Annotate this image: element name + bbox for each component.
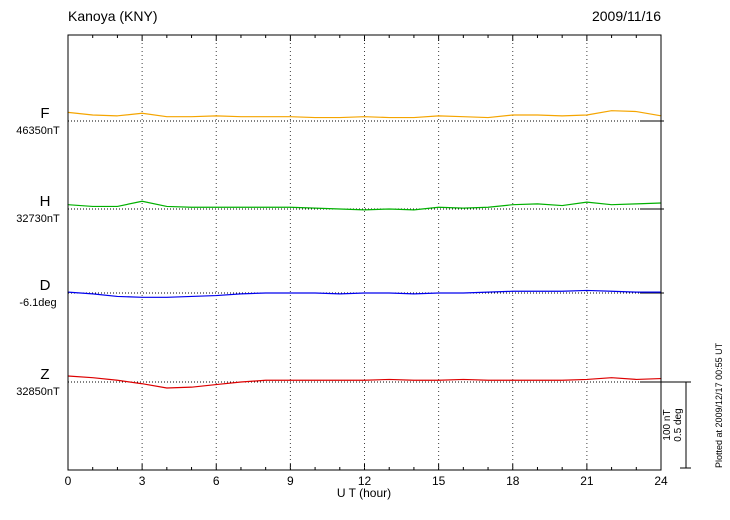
trace-D	[67, 289, 662, 298]
x-tick-label: 15	[432, 474, 446, 488]
x-tick-label: 24	[654, 474, 668, 488]
x-tick-label: 3	[139, 474, 146, 488]
scale-bar-nt-label: 100 nT	[662, 409, 673, 440]
x-tick-label: 0	[65, 474, 72, 488]
label-group: 0 3 6 9 12 15 18 21 24 F 46350nT H 32730nT D -6.1deg Z 3…	[16, 105, 668, 488]
station-title: Kanoya (KNY)	[68, 8, 157, 24]
x-tick-label: 12	[358, 474, 372, 488]
trace-group	[67, 110, 662, 389]
series-baseline-value-H: 32730nT	[16, 213, 60, 225]
x-tick-label: 18	[506, 474, 520, 488]
trace-Z	[67, 375, 662, 389]
series-letter-Z: Z	[40, 366, 49, 383]
series-baseline-value-D: -6.1deg	[19, 297, 56, 309]
series-letter-F: F	[40, 105, 49, 122]
date-label: 2009/11/16	[592, 8, 661, 24]
scale-bar-deg-label: 0.5 deg	[673, 408, 684, 441]
trace-F	[67, 110, 662, 119]
series-letter-H: H	[40, 193, 51, 210]
plot-frame	[67, 34, 662, 471]
plotted-note: Plotted at 2009/12/17 00:55 UT	[714, 342, 724, 468]
x-tick-label: 9	[287, 474, 294, 488]
series-baseline-value-F: 46350nT	[16, 125, 60, 137]
grid-group	[67, 35, 662, 470]
baseline-group	[68, 120, 664, 383]
x-tick-label: 21	[580, 474, 594, 488]
series-letter-D: D	[40, 277, 51, 294]
x-tick-label: 6	[213, 474, 220, 488]
x-axis-label: U T (hour)	[337, 486, 391, 500]
scale-bar: 100 nT 0.5 deg	[661, 381, 691, 469]
trace-H	[67, 200, 662, 211]
series-baseline-value-Z: 32850nT	[16, 386, 60, 398]
